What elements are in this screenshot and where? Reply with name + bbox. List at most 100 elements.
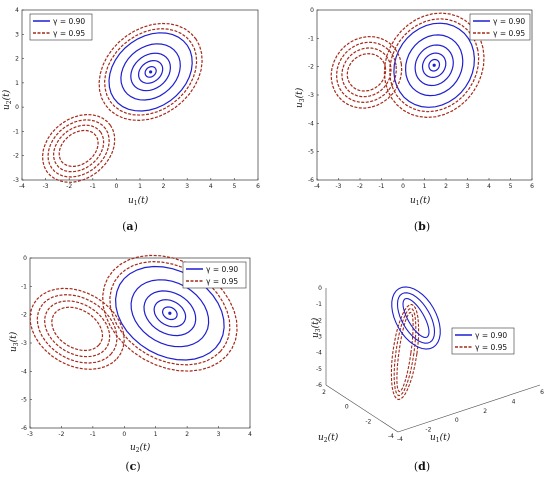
legend-entry: γ = 0.90 <box>475 331 507 340</box>
series-line-090 <box>162 306 178 321</box>
legend-entry: γ = 0.90 <box>206 265 238 274</box>
y-tick-label: 3 <box>15 31 19 38</box>
x-tick-label: 2 <box>483 408 487 415</box>
y-tick-label: -2 <box>13 153 19 160</box>
z-tick-label: -3 <box>316 334 322 341</box>
z-tick-label: 0 <box>318 285 322 292</box>
x-tick-label: 2 <box>162 183 166 190</box>
legend-entry: γ = 0.95 <box>493 29 525 38</box>
series-line-090 <box>143 290 197 337</box>
axis-floor-left <box>325 384 399 433</box>
y-tick-label: -4 <box>21 368 27 375</box>
z-tick-label: -1 <box>316 301 322 308</box>
x-tick-label: 0 <box>401 183 405 190</box>
series-line-090 <box>130 52 172 92</box>
legend-b: γ = 0.90 γ = 0.95 <box>469 13 531 41</box>
series-line-095 <box>389 18 480 113</box>
x-tick-label: -1 <box>90 183 96 190</box>
x-tick-label: 5 <box>232 183 236 190</box>
series-line-090 <box>153 299 187 328</box>
ylabel-c: u3(t) <box>8 331 20 352</box>
y-tick-label: 1 <box>15 80 19 87</box>
x-tick-label: -2 <box>357 183 363 190</box>
series-line-095 <box>98 22 203 122</box>
series-line-090 <box>144 65 157 78</box>
y-tick-label: -2 <box>365 418 371 425</box>
panel-b: -4 -3 -2 -1 0 1 2 3 4 5 6 -6 -5 -4 -3 -2 -1 0 u1(t) u3(t)… <box>294 7 534 233</box>
series-point-090 <box>432 63 436 67</box>
y-tick-label: -4 <box>308 120 314 127</box>
y-tick-label: -1 <box>13 128 19 135</box>
caption-b: (b) <box>414 220 430 233</box>
z-tick-label: -2 <box>316 317 322 324</box>
series-line-095 <box>52 124 105 173</box>
legend-entry: γ = 0.95 <box>475 343 507 352</box>
x-tick-label: -3 <box>43 183 49 190</box>
series-line-090 <box>130 279 210 348</box>
axis-floor-right <box>397 384 541 433</box>
caption-c: (c) <box>125 460 140 473</box>
y-tick-label: -1 <box>21 283 27 290</box>
x-tick-label: 4 <box>487 183 491 190</box>
x-tick-label: -2 <box>66 183 72 190</box>
legend-d: γ = 0.90 γ = 0.95 <box>451 327 515 355</box>
y-tick-label: -6 <box>21 425 27 432</box>
series-line-090 <box>393 22 476 108</box>
z-tick-label: -4 <box>316 350 322 357</box>
xlabel-c: u2(t) <box>130 442 151 454</box>
series-line-095 <box>390 303 420 401</box>
series-line-090 <box>120 43 181 101</box>
series-line-095 <box>383 12 485 119</box>
y-tick-label: 2 <box>322 389 326 396</box>
zlabel-d: u3(t) <box>310 317 322 338</box>
y-tick-label: -2 <box>21 312 27 319</box>
y-tick-label: -3 <box>13 177 19 184</box>
series-line-090 <box>421 52 447 79</box>
legend-entry: γ = 0.95 <box>206 277 238 286</box>
series-line-095 <box>41 113 116 183</box>
y-tick-label: -3 <box>308 92 314 99</box>
y-tick-label: 4 <box>15 7 19 14</box>
x-tick-label: -3 <box>27 431 33 438</box>
y-tick-label: -4 <box>388 433 394 440</box>
series-line-095 <box>346 53 387 92</box>
x-tick-label: 0 <box>122 431 126 438</box>
series-line-090 <box>391 286 441 350</box>
y-tick-label: -6 <box>308 177 314 184</box>
panel-c: -3 -2 -1 0 1 2 3 4 -6 -5 -4 -3 -2 -1 0 u2(t) u3(t) γ =… <box>8 254 252 473</box>
series-line-090 <box>414 44 454 87</box>
ylabel-d: u2(t) <box>318 432 339 444</box>
y-tick-label: 2 <box>15 56 19 63</box>
ylabel-a: u2(t) <box>1 89 13 110</box>
x-tick-label: -4 <box>397 436 403 443</box>
y-tick-label: -2 <box>308 64 314 71</box>
y-tick-label: -3 <box>21 340 27 347</box>
x-tick-label: 1 <box>423 183 427 190</box>
series-line-095 <box>103 28 198 116</box>
legend-a: γ = 0.90 γ = 0.95 <box>29 13 93 41</box>
x-tick-label: -1 <box>379 183 385 190</box>
x-tick-label: -4 <box>19 183 25 190</box>
legend-c: γ = 0.90 γ = 0.95 <box>182 261 247 289</box>
xlabel-b: u1(t) <box>410 195 431 207</box>
y-tick-label: 0 <box>23 255 27 262</box>
x-tick-label: 4 <box>209 183 213 190</box>
y-tick-label: 0 <box>310 7 314 14</box>
series-line-090 <box>404 34 464 97</box>
y-tick-label: 0 <box>345 404 349 411</box>
legend-entry: γ = 0.95 <box>53 29 85 38</box>
y-tick-label: 0 <box>15 104 19 111</box>
caption-d: (d) <box>414 460 430 473</box>
x-tick-label: 3 <box>466 183 470 190</box>
x-tick-label: 6 <box>256 183 260 190</box>
x-tick-label: 4 <box>248 431 252 438</box>
z-tick-label: -6 <box>316 382 322 389</box>
x-tick-label: 6 <box>530 183 534 190</box>
y-tick-label: -1 <box>308 35 314 42</box>
xlabel-a: u1(t) <box>128 195 149 207</box>
legend-entry: γ = 0.90 <box>53 17 85 26</box>
x-tick-label: 4 <box>512 398 516 405</box>
x-tick-label: -3 <box>336 183 342 190</box>
x-tick-label: -2 <box>425 427 431 434</box>
